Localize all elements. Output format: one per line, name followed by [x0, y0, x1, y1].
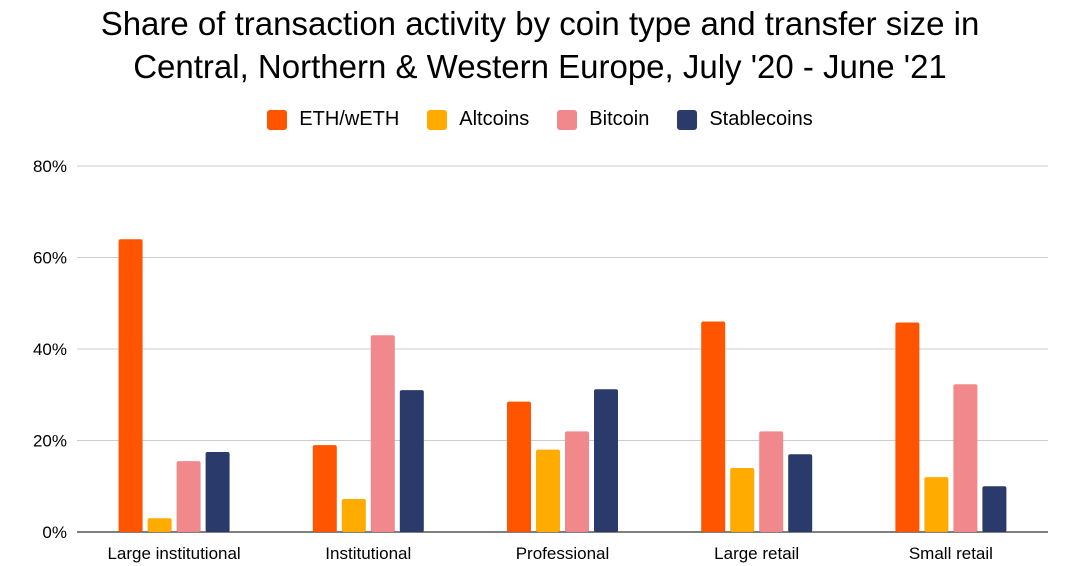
bar	[205, 451, 230, 532]
bar	[730, 467, 755, 532]
y-tick-label: 80%	[33, 157, 67, 176]
legend-label-stablecoins: Stablecoins	[709, 108, 813, 130]
legend-swatch-altcoins	[427, 109, 448, 130]
bar	[370, 335, 395, 532]
bar	[759, 431, 784, 532]
bar	[312, 445, 337, 532]
bar	[924, 477, 949, 532]
chart-title-line-2: Central, Northern & Western Europe, July…	[133, 48, 947, 85]
y-tick-label: 20%	[33, 432, 67, 451]
bar	[953, 384, 978, 532]
y-tick-label: 0%	[42, 523, 67, 542]
bar	[788, 454, 813, 532]
bar	[701, 321, 726, 532]
bar	[341, 499, 366, 532]
bar	[895, 322, 920, 532]
chart-title: Share of transaction activity by coin ty…	[0, 2, 1080, 88]
legend-swatch-bitcoin	[557, 109, 578, 130]
chart-title-line-1: Share of transaction activity by coin ty…	[100, 5, 980, 42]
bar	[118, 239, 143, 532]
legend-label-bitcoin: Bitcoin	[589, 108, 650, 130]
bar	[982, 486, 1007, 532]
bar	[147, 518, 172, 532]
legend-item-eth: ETH/wETH	[267, 108, 399, 131]
x-category-label: Large retail	[714, 544, 799, 563]
legend-label-altcoins: Altcoins	[459, 108, 530, 130]
y-tick-label: 40%	[33, 340, 67, 359]
legend-item-stablecoins: Stablecoins	[677, 108, 813, 131]
legend-item-bitcoin: Bitcoin	[557, 108, 649, 131]
bar	[594, 389, 618, 532]
bar	[399, 390, 424, 532]
bar	[536, 449, 560, 532]
legend-label-eth: ETH/wETH	[299, 108, 400, 130]
legend-swatch-eth	[267, 109, 288, 130]
y-tick-label: 60%	[33, 249, 67, 268]
legend-item-altcoins: Altcoins	[427, 108, 529, 131]
x-category-label: Professional	[516, 544, 610, 563]
x-category-label: Institutional	[325, 544, 411, 563]
chart-legend: ETH/wETH Altcoins Bitcoin Stablecoins	[0, 108, 1080, 131]
bar	[507, 401, 531, 532]
bar	[176, 461, 201, 532]
x-category-label: Small retail	[909, 544, 993, 563]
bar	[565, 431, 589, 532]
x-category-label: Large institutional	[107, 544, 240, 563]
legend-swatch-stablecoins	[677, 109, 698, 130]
